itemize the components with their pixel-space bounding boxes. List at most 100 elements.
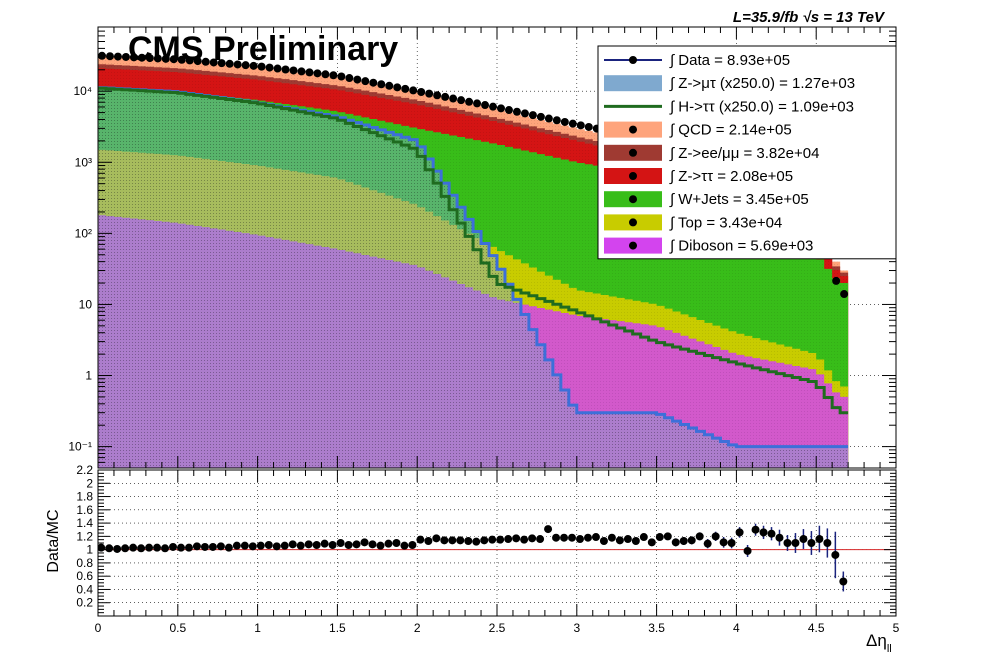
ratio-y-tick-label: 0.4 [76,582,93,596]
ratio-point [711,532,720,541]
data-point [225,59,234,68]
ratio-point [815,535,824,544]
x-tick-label: 3 [573,621,580,635]
y-tick-label: 10⁻¹ [68,440,92,454]
ratio-point [831,550,840,559]
ratio-points [98,523,848,592]
legend-label: ∫ Z->ττ = 2.08e+05 [669,168,793,185]
ratio-point [184,543,193,552]
legend-label: ∫ H->ττ (x250.0) = 1.09e+03 [669,98,854,115]
ratio-point [328,540,337,549]
data-point [249,61,258,70]
data-point [409,86,418,95]
data-point [425,89,434,98]
ratio-point [105,544,114,553]
data-point [129,53,138,62]
ratio-point [169,542,178,551]
ratio-point [743,546,752,555]
data-point [496,104,505,113]
ratio-point [783,539,792,547]
ratio-point [679,537,688,546]
ratio-y-tick-label: 1.2 [76,529,93,543]
ratio-point [615,536,624,545]
data-point [465,97,474,106]
x-tick-label: 2 [414,621,421,635]
ratio-point [176,543,185,552]
legend-marker [629,125,637,134]
data-point [177,55,186,64]
legend-entry: ∫ Top = 3.43e+04 [604,214,782,231]
ratio-y-tick-label: 0.8 [76,556,93,570]
data-point [297,67,306,76]
y-tick-label: 10 [79,297,93,311]
data-point [193,57,202,66]
ratio-point [839,577,848,586]
ratio-point [799,535,808,544]
main-y-ticks: 10⁻¹ 1 10 10² 10³ 10⁴ [68,26,897,469]
ratio-point [408,540,417,549]
ratio-point [767,529,776,538]
legend-label: ∫ W+Jets = 3.45e+05 [669,191,809,208]
ratio-point [751,525,760,534]
data-point [345,74,354,83]
data-point [560,117,569,126]
data-point [265,63,274,72]
ratio-point [320,539,329,548]
data-point [337,72,346,81]
chart-title: CMS Preliminary [128,30,398,68]
data-point [584,122,593,131]
data-point [321,70,330,79]
ratio-point [504,535,513,544]
ratio-point [687,536,696,545]
data-point [441,92,450,101]
ratio-point [735,528,744,537]
ratio-point [448,536,457,545]
data-point [353,75,362,84]
ratio-point [368,540,377,549]
ratio-point [583,533,592,542]
ratio-point [232,541,241,550]
ratio-point [520,535,529,544]
legend-marker [629,241,637,250]
ratio-point [344,540,353,549]
ratio-y-tick-label: 2.2 [76,463,93,477]
ratio-point [560,533,569,542]
data-point [289,66,298,75]
ratio-point [440,536,449,545]
data-point [504,106,513,115]
data-point [473,99,482,108]
ratio-point [528,534,537,543]
ratio-point [823,539,832,547]
ratio-y-tick-label: 2 [86,476,93,490]
data-point [520,109,529,118]
ratio-point [400,541,409,550]
ratio-point [392,539,401,547]
ratio-point [703,539,712,548]
data-point [145,54,154,63]
data-point [137,53,146,62]
ratio-point [384,539,393,548]
ratio-y-tick-label: 1.8 [76,490,93,504]
x-tick-label: 0.5 [169,621,186,635]
data-point [393,83,402,92]
x-axis-label-subscript: ll [887,643,892,655]
x-axis-label-main: Δη [866,631,887,650]
ratio-y-tick-label: 1.4 [76,516,93,530]
data-point [528,111,537,120]
ratio-point [647,538,656,547]
ratio-point [121,544,130,553]
ratio-point [727,539,736,547]
data-point [113,52,122,61]
luminosity-label: L=35.9/fb √s = 13 TeV [733,9,886,26]
y-tick-label: 1 [85,369,92,383]
ratio-point [552,533,561,542]
ratio-point [496,535,505,544]
x-tick-label: 1 [254,621,261,635]
ratio-point [480,536,489,545]
ratio-point [432,534,441,543]
legend-label: ∫ Diboson = 5.69e+03 [669,238,813,255]
x-tick-label: 1.5 [329,621,346,635]
ratio-point [240,541,249,550]
ratio-point [129,543,138,552]
